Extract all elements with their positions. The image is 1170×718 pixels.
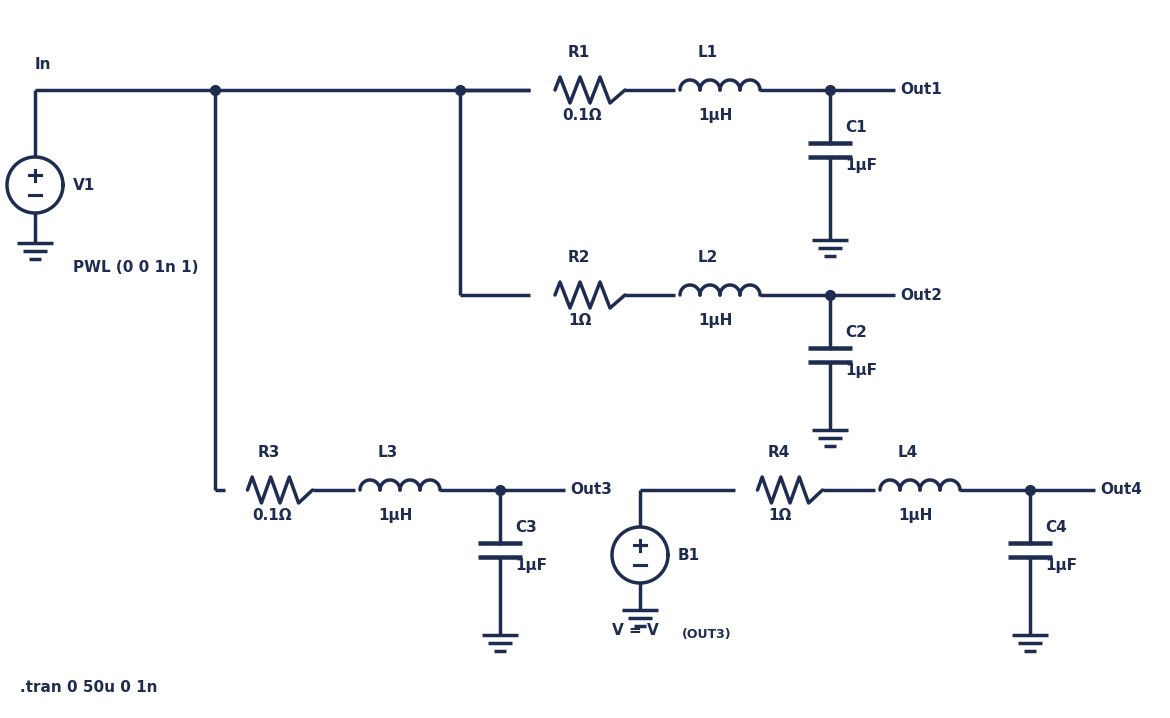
Text: 0.1Ω: 0.1Ω — [562, 108, 601, 123]
Text: 1μH: 1μH — [378, 508, 412, 523]
Text: Out2: Out2 — [900, 287, 942, 302]
Text: 1μF: 1μF — [845, 158, 878, 173]
Text: C1: C1 — [845, 120, 867, 135]
Text: 1μF: 1μF — [515, 558, 548, 573]
Text: R2: R2 — [567, 250, 591, 265]
Text: B1: B1 — [677, 548, 700, 562]
Text: L3: L3 — [378, 445, 398, 460]
Text: 1Ω: 1Ω — [768, 508, 791, 523]
Text: Out4: Out4 — [1100, 482, 1142, 498]
Text: L4: L4 — [899, 445, 918, 460]
Text: 1μH: 1μH — [698, 313, 732, 328]
Text: 1μH: 1μH — [899, 508, 932, 523]
Text: .tran 0 50u 0 1n: .tran 0 50u 0 1n — [20, 680, 158, 695]
Text: L1: L1 — [698, 45, 718, 60]
Text: 1μF: 1μF — [1045, 558, 1078, 573]
Text: Out1: Out1 — [900, 83, 942, 98]
Text: C4: C4 — [1045, 520, 1067, 535]
Text: R1: R1 — [567, 45, 590, 60]
Text: In: In — [35, 57, 51, 72]
Text: L2: L2 — [698, 250, 718, 265]
Text: 1μF: 1μF — [845, 363, 878, 378]
Text: V = V: V = V — [612, 623, 659, 638]
Text: PWL (0 0 1n 1): PWL (0 0 1n 1) — [73, 260, 199, 275]
Text: 1μH: 1μH — [698, 108, 732, 123]
Text: Out3: Out3 — [570, 482, 612, 498]
Text: V1: V1 — [73, 177, 95, 192]
Text: 0.1Ω: 0.1Ω — [252, 508, 291, 523]
Text: R4: R4 — [768, 445, 791, 460]
Text: 1Ω: 1Ω — [567, 313, 591, 328]
Text: C3: C3 — [515, 520, 537, 535]
Text: C2: C2 — [845, 325, 867, 340]
Text: R3: R3 — [259, 445, 281, 460]
Text: (OUT3): (OUT3) — [682, 628, 731, 641]
